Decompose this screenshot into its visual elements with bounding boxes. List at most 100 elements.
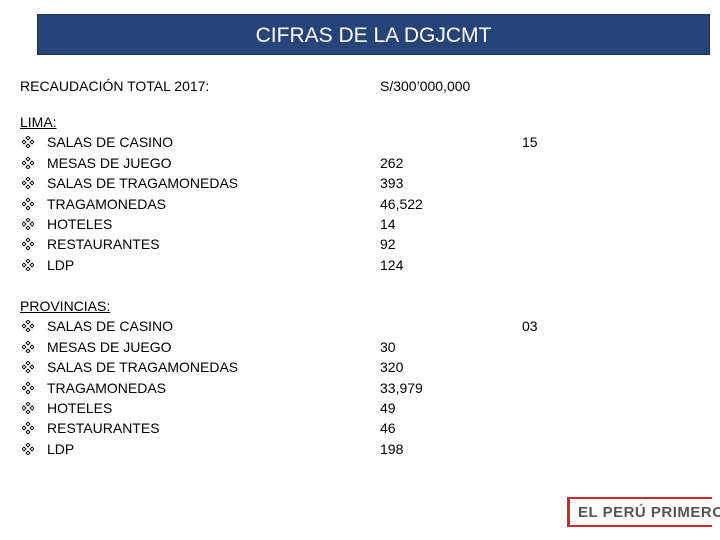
bullet-diamond [25,402,31,407]
bullet [22,442,34,455]
item-value: 198 [380,440,404,457]
bullet-diamond [25,381,31,387]
bullet-diamond [29,364,34,370]
bullet-diamond [25,327,31,333]
bullet-diamond [25,164,31,169]
section-title: PROVINCIAS: [20,298,111,314]
bullet-diamond [25,442,31,448]
total-label: RECAUDACIÓN TOTAL 2017: [20,78,210,94]
header-title: CIFRAS DE LA DGJCMT [37,14,710,55]
bullet-diamond [22,139,27,146]
item-value: 46,522 [380,195,423,212]
bullet [22,238,34,251]
bullet [22,197,34,210]
bullet [22,381,34,394]
bullet [22,402,34,414]
item-value: 14 [380,216,396,232]
bullet-diamond [22,180,27,186]
bullet [22,136,34,149]
bullet-diamond [22,221,27,227]
item-value: 262 [380,154,404,171]
item-label: RESTAURANTES [47,236,160,253]
item-value: 03 [522,318,538,335]
bullet-diamond [22,241,27,248]
bullet-diamond [25,218,31,223]
item-label: TRAGAMONEDAS [47,195,167,212]
bullet-diamond [29,262,34,268]
item-value: 49 [380,400,396,416]
bullet [22,320,34,333]
bullet [22,177,34,190]
bullet-diamond [22,405,27,411]
bullet-diamond [29,139,34,146]
bullet-diamond [29,200,34,207]
bullet-diamond [25,197,31,203]
bullet-diamond [22,446,27,452]
total-value: S/300’000,000 [380,78,471,94]
bullet [22,340,34,353]
bullet-diamond [29,425,34,432]
bullet-diamond [29,323,34,330]
bullet-diamond [25,340,31,346]
item-label: TRAGAMONEDAS [47,379,167,396]
bullet-diamond [25,422,31,428]
bullet-diamond [22,364,27,370]
item-value: 15 [522,134,538,151]
bullet-diamond [25,368,31,374]
item-value: 92 [380,236,396,253]
bullet-diamond [25,409,31,414]
logo: EL PERÚ PRIMERO [567,497,720,527]
item-label: SALAS DE TRAGAMONEDAS [47,359,239,376]
item-label: LDP [47,256,75,273]
item-label: LDP [47,440,75,457]
item-value: 124 [380,256,404,273]
bullet-diamond [25,238,31,244]
item-value: 30 [380,338,396,355]
bullet-diamond [25,136,31,142]
item-label: RESTAURANTES [47,420,160,437]
item-label: SALAS DE CASINO [47,318,174,335]
bullet-diamond [22,262,27,268]
item-label: SALAS DE CASINO [47,134,174,151]
bullet-diamond [22,384,27,391]
bullet-diamond [22,323,27,330]
bullet-diamond [25,204,31,210]
bullet-diamond [25,348,31,353]
bullet-diamond [29,221,34,227]
bullet-diamond [25,245,31,251]
bullet-diamond [22,200,27,207]
item-label: HOTELES [47,400,113,416]
bullet-diamond [25,320,31,326]
bullet-diamond [25,258,31,264]
bullet-diamond [29,241,34,248]
item-label: SALAS DE TRAGAMONEDAS [47,175,239,192]
bullet [22,258,34,271]
bullet-diamond [29,384,34,391]
bullet-diamond [25,225,31,230]
bullet-diamond [25,177,31,182]
logo-text: EL PERÚ PRIMERO [578,504,720,521]
bullet-diamond [22,160,27,166]
bullet-diamond [25,156,31,162]
bullet-diamond [29,160,34,166]
item-label: HOTELES [47,216,113,232]
bullet-diamond [25,361,31,366]
bullet-diamond [29,180,34,186]
section-title: LIMA: [20,114,57,130]
bullet-diamond [25,388,31,394]
bullet-diamond [25,450,31,455]
bullet-diamond [25,143,31,149]
bullet-diamond [29,446,34,452]
bullet [22,422,34,435]
bullet-diamond [29,405,34,411]
item-label: MESAS DE JUEGO [47,338,172,355]
bullet [22,361,34,374]
bullet-diamond [22,425,27,432]
item-value: 33,979 [380,379,423,396]
item-label: MESAS DE JUEGO [47,154,172,171]
bullet-diamond [29,344,34,350]
item-value: 320 [380,359,404,376]
bullet-diamond [25,184,31,190]
bullet [22,218,34,230]
